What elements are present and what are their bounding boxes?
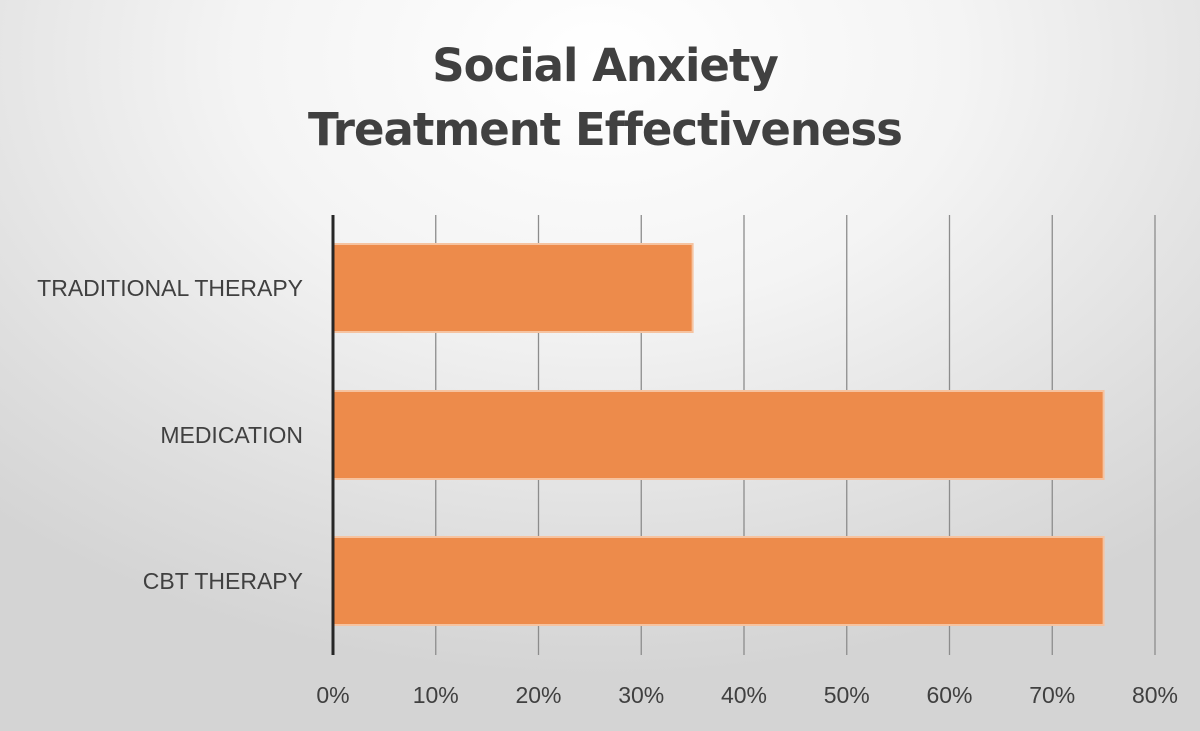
x-tick-label-6: 60% [926, 682, 972, 708]
category-label-2: CBT THERAPY [143, 568, 303, 594]
x-tick-label-2: 20% [515, 682, 561, 708]
bar-traditional-therapy [332, 243, 694, 333]
bar-cbt-therapy [332, 536, 1105, 626]
chart-title-line-1: Social Anxiety [432, 39, 779, 92]
x-tick-label-8: 80% [1132, 682, 1178, 708]
bar-medication [332, 390, 1105, 480]
chart-title-line-2: Treatment Effectiveness [308, 103, 903, 156]
x-tick-label-5: 50% [824, 682, 870, 708]
bars [332, 243, 1105, 626]
x-tick-label-0: 0% [316, 682, 349, 708]
x-tick-label-3: 30% [618, 682, 664, 708]
category-label-0: TRADITIONAL THERAPY [37, 275, 303, 301]
x-tick-label-4: 40% [721, 682, 767, 708]
labels: 0% 10% 20% 30% 40% 50% 60% 70% 80% TRADITIONAL TH… [37, 275, 1178, 708]
x-tick-label-7: 70% [1029, 682, 1075, 708]
category-label-1: MEDICATION [160, 422, 303, 448]
chart-title: Social Anxiety Treatment Effectiveness [0, 34, 1200, 162]
x-tick-label-1: 10% [413, 682, 459, 708]
